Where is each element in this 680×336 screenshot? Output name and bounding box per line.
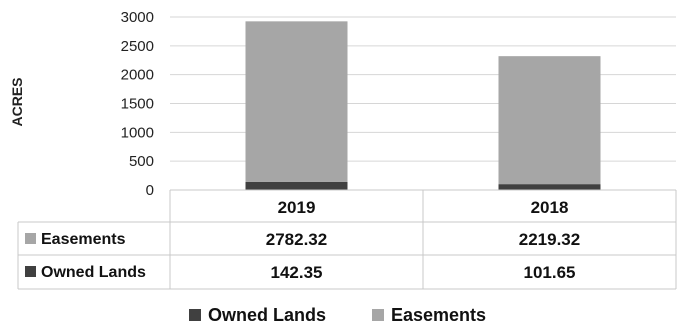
- table-cell-value: 2219.32: [519, 230, 580, 249]
- y-tick-label: 1000: [121, 124, 154, 141]
- legend-label: Owned Lands: [208, 305, 326, 325]
- bar-segment-owned-lands: [246, 182, 348, 190]
- bar-segment-owned-lands: [499, 184, 601, 190]
- y-tick-label: 1500: [121, 96, 154, 113]
- y-axis-label: ACRES: [9, 77, 25, 126]
- legend-swatch: [189, 309, 201, 321]
- y-axis-ticks: 0 500 1000 1500 2000 2500 3000: [121, 9, 154, 199]
- y-tick-label: 2000: [121, 67, 154, 84]
- y-tick-label: 0: [146, 182, 154, 199]
- y-tick-label: 500: [129, 153, 154, 170]
- table-row-label: Easements: [41, 231, 126, 248]
- y-tick-label: 3000: [121, 9, 154, 26]
- legend-label: Easements: [391, 305, 486, 325]
- table-cell-value: 142.35: [271, 263, 323, 282]
- bars: [246, 21, 601, 190]
- table-cell-value: 2782.32: [266, 230, 327, 249]
- legend-swatch: [372, 309, 384, 321]
- table-cell-value: 101.65: [524, 263, 576, 282]
- bar-segment-easements: [246, 21, 348, 181]
- legend: Owned Lands Easements: [189, 305, 486, 325]
- data-table: 2019 2018 Easements 2782.32 2219.32 Owned Lan…: [18, 190, 676, 289]
- table-row-label: Owned Lands: [41, 264, 146, 281]
- table-header-2018: 2018: [531, 198, 569, 217]
- table-header-2019: 2019: [278, 198, 316, 217]
- table-row-legend-key: [25, 266, 36, 277]
- table-row-legend-key: [25, 233, 36, 244]
- y-tick-label: 2500: [121, 38, 154, 55]
- bar-segment-easements: [499, 56, 601, 184]
